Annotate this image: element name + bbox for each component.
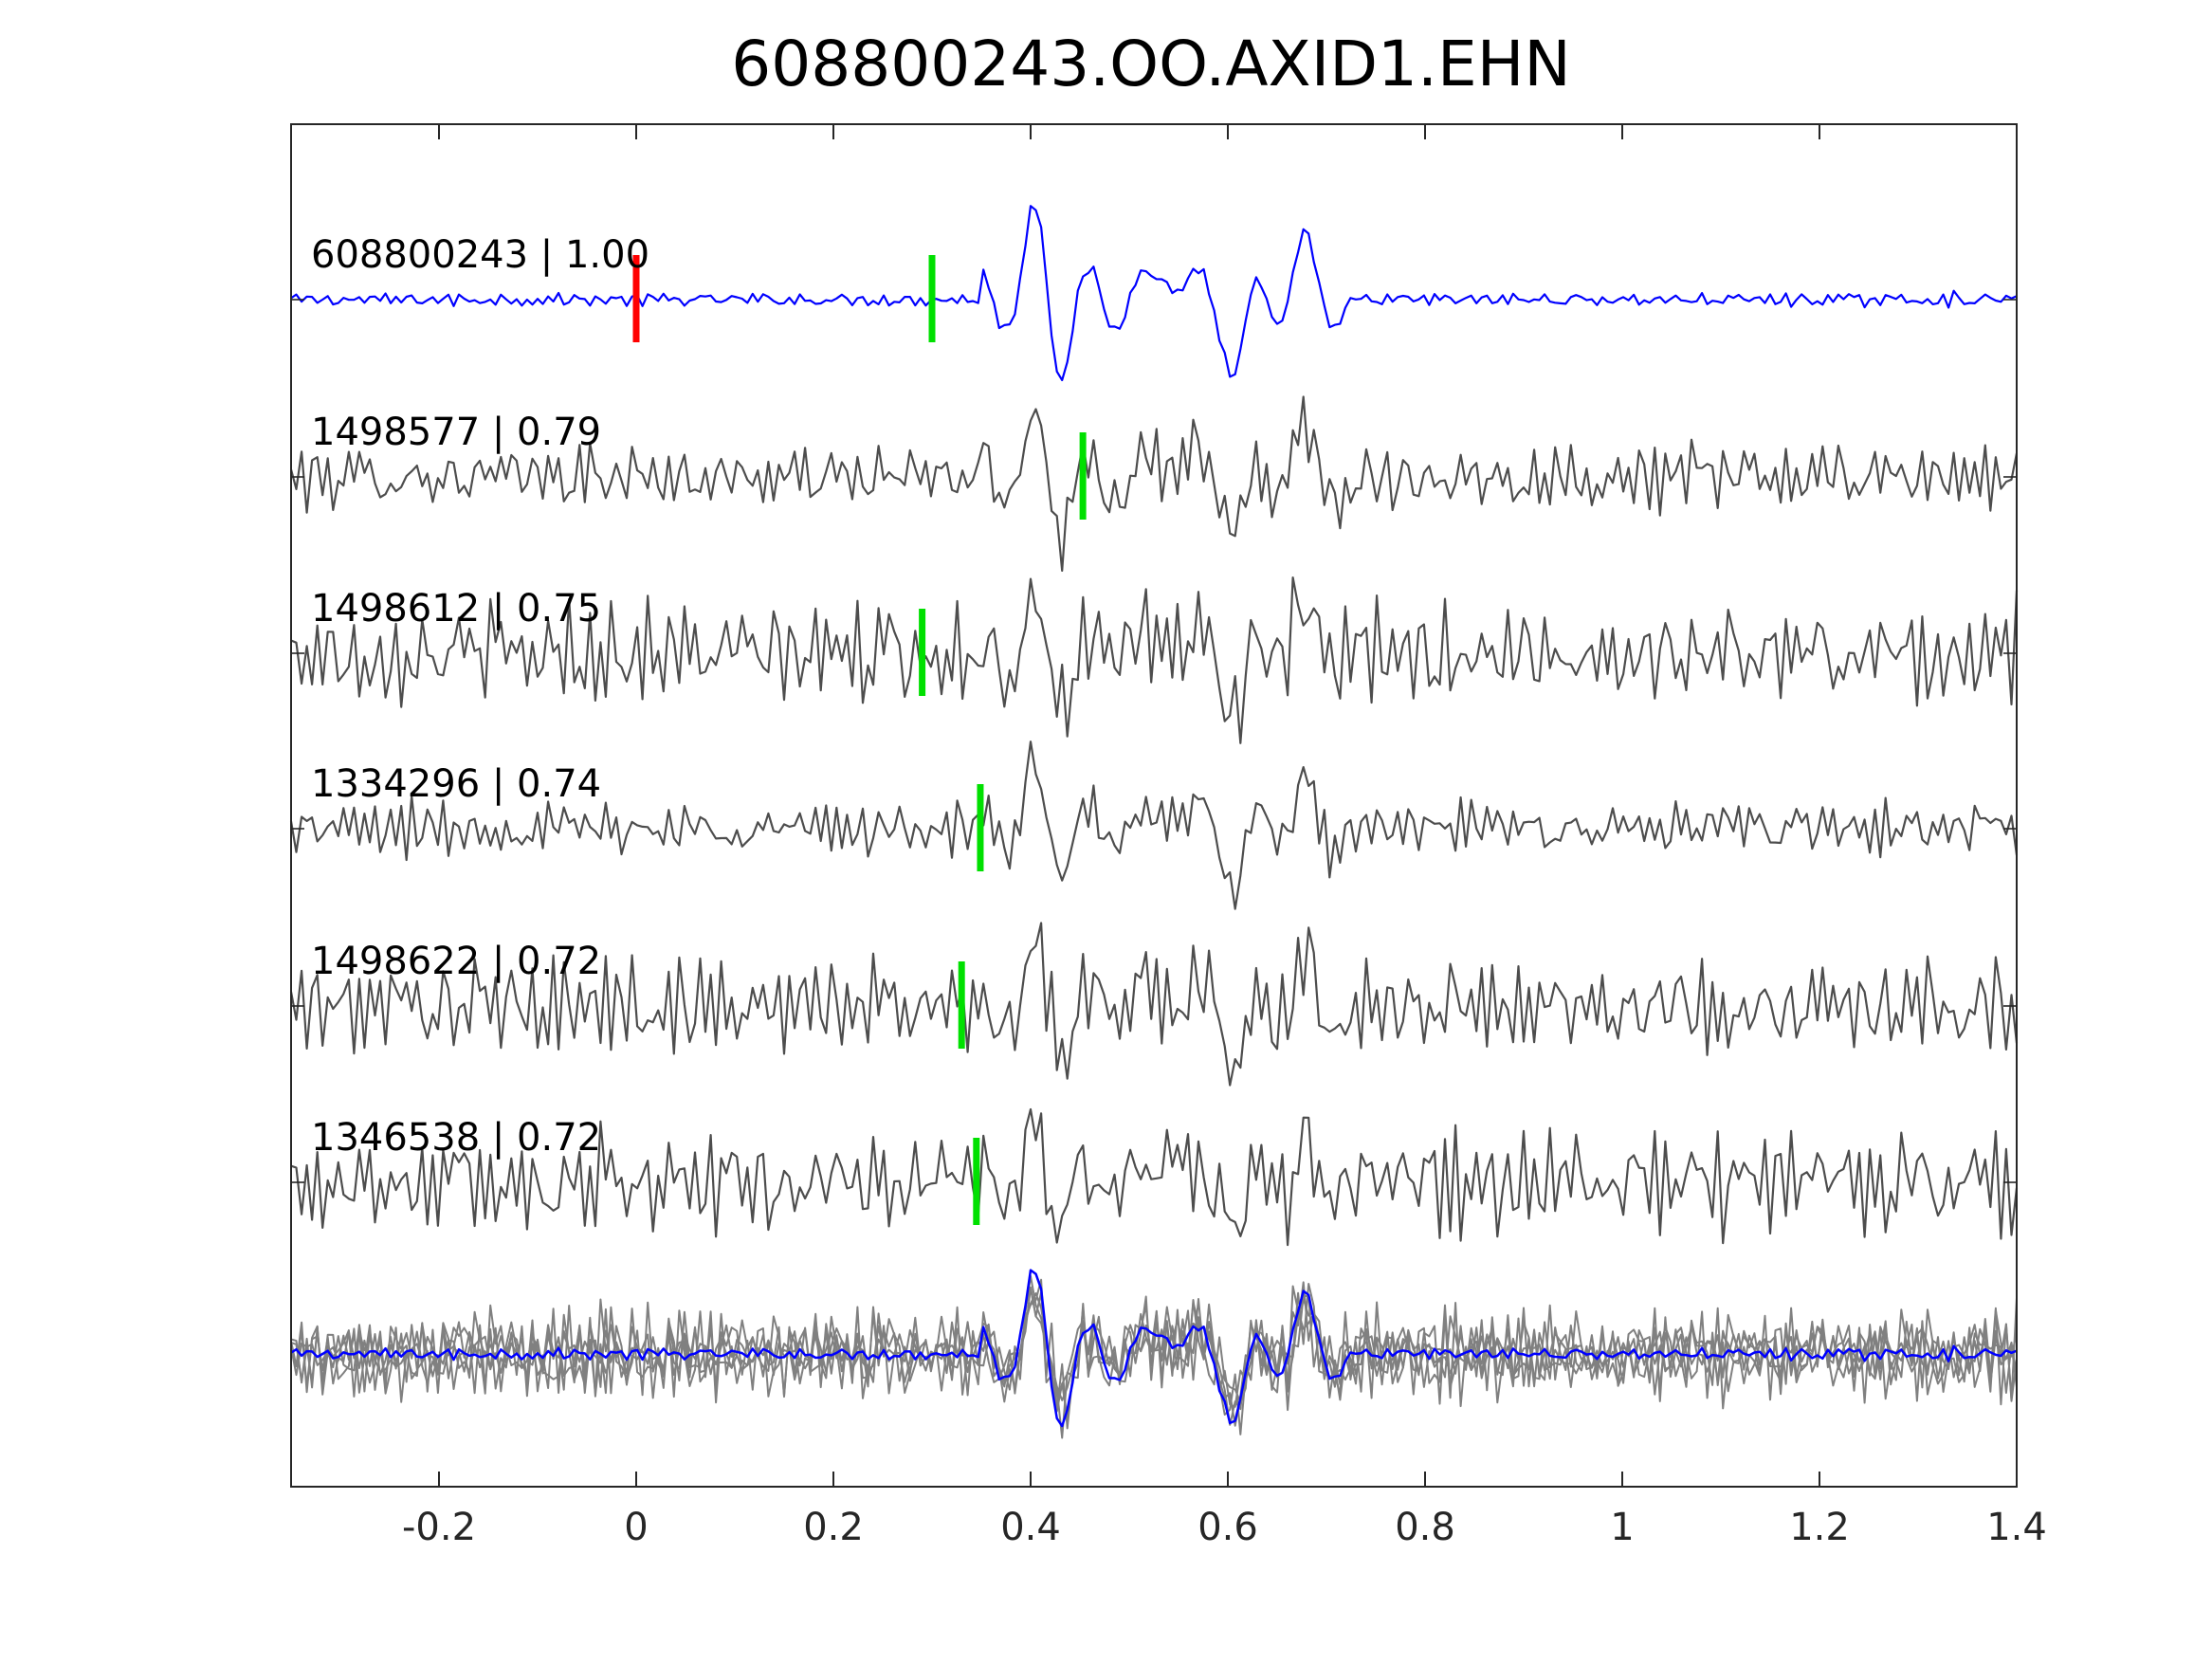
trace-label-1: 1498577 | 0.79 [311,411,601,454]
stack-trace-3 [290,1274,2018,1427]
trace-label-5: 1346538 | 0.72 [311,1116,601,1160]
trace-2 [290,576,2019,744]
x-tick-label-2: 0.2 [803,1506,864,1549]
trace-label-4: 1498622 | 0.72 [311,940,601,983]
x-tick-label-6: 1 [1610,1506,1634,1549]
trace-label-3: 1334296 | 0.74 [311,762,601,806]
axes-layer: -0.2 0 0.2 0.4 0.6 0.8 1 1.2 1.4 [290,123,2047,1549]
x-tick-label-8: 1.4 [1986,1506,2047,1549]
trace-label-0: 608800243 | 1.00 [311,233,649,277]
stack-trace-5 [290,1288,2018,1412]
labels-layer: 608800243 | 1.00 1498577 | 0.79 1498612 | … [311,233,649,1160]
x-tick-label-3: 0.4 [1000,1506,1061,1549]
trace-3 [289,741,2019,910]
plot-frame [290,123,2018,1488]
stack-trace-4 [290,1278,2018,1426]
trace-5 [290,1107,2019,1247]
stack-template-trace [290,1269,2018,1428]
trace-4 [289,922,2019,1087]
trace-0 [290,205,2018,381]
x-tick-label-7: 1.2 [1789,1506,1850,1549]
x-tick-label-0: -0.2 [402,1506,476,1549]
traces-layer [289,205,2019,1439]
x-tick-label-4: 0.6 [1197,1506,1258,1549]
markers-layer [632,255,1087,1225]
chart-title: 608800243.OO.AXID1.EHN [731,27,1570,101]
x-tick-label-5: 0.8 [1395,1506,1455,1549]
trace-label-2: 1498612 | 0.75 [311,587,601,631]
x-tick-label-1: 0 [624,1506,648,1549]
trace-1 [289,395,2019,573]
